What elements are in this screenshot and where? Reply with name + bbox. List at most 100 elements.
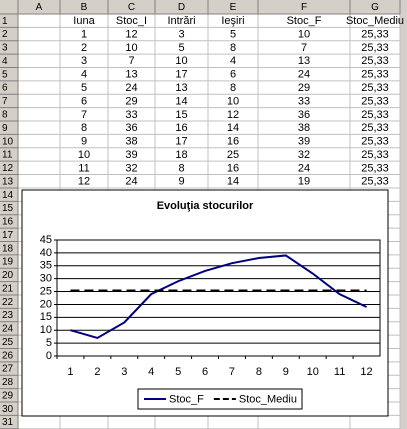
cell[interactable]: 39 [125, 149, 137, 161]
cell[interactable]: 25,33 [361, 176, 389, 188]
cell[interactable]: 12 [78, 176, 90, 188]
row-number[interactable]: 2 [2, 29, 8, 40]
column-letter[interactable]: D [178, 2, 185, 13]
cell[interactable]: 16 [175, 122, 187, 134]
cell[interactable]: 13 [298, 55, 310, 67]
cell[interactable]: 32 [298, 149, 310, 161]
row-number[interactable]: 19 [2, 257, 14, 268]
cell[interactable]: 25,33 [361, 42, 389, 54]
cell[interactable]: 32 [125, 162, 137, 174]
cell[interactable]: 14 [175, 95, 187, 107]
cell[interactable]: 38 [298, 122, 310, 134]
row-number[interactable]: 6 [2, 83, 8, 94]
cell[interactable]: 38 [125, 136, 137, 148]
cell[interactable]: 11 [78, 162, 89, 174]
row-number[interactable]: 1 [2, 16, 8, 27]
cell[interactable]: 9 [81, 136, 87, 148]
cell[interactable]: 33 [125, 109, 137, 121]
cell[interactable]: 24 [298, 162, 310, 174]
cell[interactable]: 24 [125, 176, 137, 188]
row-number[interactable]: 14 [2, 190, 14, 201]
cell[interactable]: 25,33 [361, 69, 389, 81]
cell[interactable]: 25,33 [361, 95, 389, 107]
cell[interactable]: 5 [230, 28, 236, 40]
row-number[interactable]: 16 [2, 217, 14, 228]
row-number[interactable]: 11 [2, 150, 13, 161]
cell[interactable]: Intrări [167, 15, 195, 27]
cell[interactable]: 8 [230, 82, 236, 94]
row-number[interactable]: 26 [2, 350, 14, 361]
cell[interactable]: 25,33 [361, 122, 389, 134]
row-number[interactable]: 17 [2, 230, 14, 241]
column-letter[interactable]: B [81, 2, 88, 13]
cell[interactable]: 25,33 [361, 28, 389, 40]
cell[interactable]: 24 [298, 69, 310, 81]
cell[interactable]: 14 [227, 122, 239, 134]
cell[interactable]: 15 [175, 109, 187, 121]
cell[interactable]: 5 [178, 42, 184, 54]
row-number[interactable]: 28 [2, 377, 14, 388]
row-number[interactable]: 5 [2, 69, 8, 80]
cell[interactable]: 3 [81, 55, 87, 67]
column-letter[interactable]: G [371, 2, 379, 13]
cell[interactable]: 8 [81, 122, 87, 134]
cell[interactable]: 4 [81, 69, 87, 81]
cell[interactable]: 2 [81, 42, 87, 54]
cell[interactable]: 12 [227, 109, 239, 121]
cell[interactable]: 8 [178, 162, 184, 174]
row-number[interactable]: 23 [2, 310, 14, 321]
cell[interactable]: Iuna [73, 15, 95, 27]
column-letter[interactable]: C [128, 2, 135, 13]
row-number[interactable]: 22 [2, 297, 14, 308]
cell[interactable]: 13 [125, 69, 137, 81]
cell[interactable]: 18 [175, 149, 187, 161]
cell[interactable]: 25,33 [361, 149, 389, 161]
row-number[interactable]: 21 [2, 283, 14, 294]
cell[interactable]: 36 [125, 122, 137, 134]
cell[interactable]: 17 [175, 69, 187, 81]
cell[interactable]: 10 [175, 55, 187, 67]
column-letter[interactable]: A [36, 2, 43, 13]
cell[interactable]: 33 [298, 95, 310, 107]
row-number[interactable]: 18 [2, 243, 14, 254]
cell[interactable]: 25,33 [361, 162, 389, 174]
row-number[interactable]: 31 [2, 417, 14, 428]
cell[interactable]: Ieşiri [221, 15, 244, 27]
cell[interactable]: 10 [125, 42, 137, 54]
cell[interactable]: 4 [230, 55, 236, 67]
row-number[interactable]: 13 [2, 176, 14, 187]
cell[interactable]: Stoc_I [116, 15, 147, 27]
column-letter[interactable]: F [301, 2, 307, 13]
cell[interactable]: 39 [298, 136, 310, 148]
cell[interactable]: 16 [227, 162, 239, 174]
row-number[interactable]: 15 [2, 203, 14, 214]
cell[interactable]: 6 [230, 69, 236, 81]
row-number[interactable]: 29 [2, 390, 14, 401]
row-number[interactable]: 8 [2, 109, 8, 120]
cell[interactable]: 19 [298, 176, 310, 188]
cell[interactable]: 17 [175, 136, 187, 148]
cell[interactable]: 14 [227, 176, 239, 188]
column-letter[interactable]: E [230, 2, 237, 13]
cell[interactable]: 8 [230, 42, 236, 54]
cell[interactable]: 7 [301, 42, 307, 54]
cell[interactable]: 1 [81, 28, 87, 40]
cell[interactable]: 7 [128, 55, 134, 67]
cell[interactable]: 3 [178, 28, 184, 40]
cell[interactable]: 6 [81, 95, 87, 107]
row-number[interactable]: 30 [2, 404, 14, 415]
cell[interactable]: 24 [125, 82, 137, 94]
cell[interactable]: 25,33 [361, 82, 389, 94]
cell[interactable]: 5 [81, 82, 87, 94]
cell[interactable]: 7 [81, 109, 87, 121]
cell[interactable]: 12 [125, 28, 137, 40]
row-number[interactable]: 4 [2, 56, 8, 67]
cell[interactable]: 10 [78, 149, 90, 161]
cell[interactable]: 9 [178, 176, 184, 188]
row-number[interactable]: 12 [2, 163, 14, 174]
row-number[interactable]: 7 [2, 96, 8, 107]
cell[interactable]: 25,33 [361, 136, 389, 148]
cell[interactable]: Stoc_Mediu [346, 15, 404, 27]
row-number[interactable]: 10 [2, 136, 14, 147]
cell[interactable]: Stoc_F [287, 15, 322, 27]
